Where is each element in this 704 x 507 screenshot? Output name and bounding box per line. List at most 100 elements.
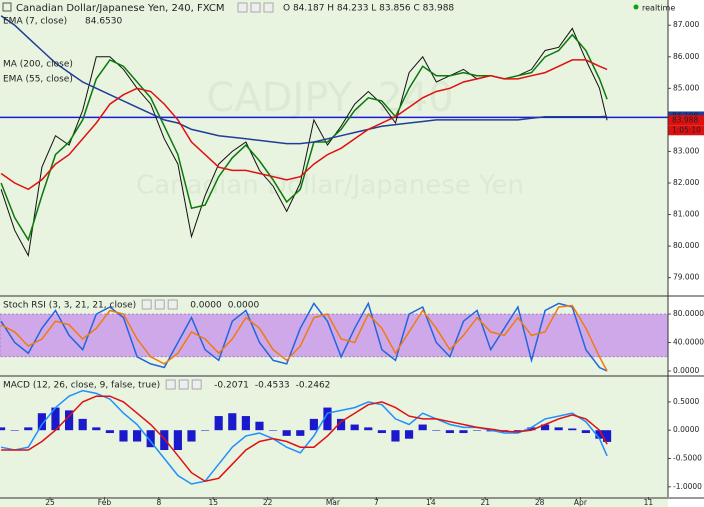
histogram-bar: [377, 430, 386, 434]
histogram-bar: [459, 430, 468, 434]
histogram-bar: [581, 430, 590, 434]
histogram-bar: [37, 413, 46, 431]
countdown: 1:05:10: [672, 125, 701, 134]
price-marker-label: 83.988: [672, 115, 698, 124]
histogram-bar: [105, 430, 114, 434]
ohlc: O 84.187 H 84.233 L 83.856 C 83.988: [283, 4, 454, 14]
histogram-bar: [540, 424, 550, 431]
price-marker: [668, 115, 704, 126]
histogram-bar: [350, 424, 359, 431]
y-tick-label: 79.000: [673, 273, 699, 282]
histogram-bar: [187, 430, 196, 442]
histogram-bar: [78, 418, 87, 431]
histogram-bar: [51, 407, 60, 431]
status: realtime: [642, 4, 675, 13]
histogram-bar: [404, 430, 414, 439]
x-tick-label: 22: [263, 498, 273, 507]
histogram-bar: [160, 430, 169, 451]
y-tick-label: 0.0000: [673, 366, 699, 375]
histogram-bar: [255, 421, 264, 431]
x-tick-label: Feb: [98, 498, 112, 507]
histogram-bar: [173, 430, 182, 451]
series-line: [0, 301, 608, 372]
histogram-bar: [228, 413, 237, 431]
histogram-bar: [445, 430, 454, 434]
legend-value: -0.2071: [214, 381, 249, 391]
histogram-bar: [24, 427, 33, 431]
icon[interactable]: [237, 2, 248, 13]
watermark-name: Canadian Dollar/Japanese Yen: [136, 171, 524, 201]
band: [0, 313, 669, 358]
y-tick-label: 86.000: [673, 52, 699, 61]
series-line: [0, 33, 608, 242]
y-tick-label: -1.0000: [673, 482, 702, 491]
histogram-bar: [133, 430, 142, 442]
icon[interactable]: [165, 379, 176, 390]
y-tick-label: 81.000: [673, 210, 699, 219]
legend-value: 0.0000: [228, 301, 260, 311]
histogram-bar: [336, 418, 346, 431]
histogram-bar: [472, 430, 482, 431]
icon[interactable]: [191, 379, 202, 390]
histogram-bar: [214, 416, 223, 431]
histogram-bar: [432, 430, 441, 431]
y-tick-label: 87.000: [673, 20, 699, 29]
legend-value: -0.2462: [296, 381, 331, 391]
legend-name: MA (200, close): [3, 60, 73, 70]
histogram-bar: [595, 430, 604, 439]
legend-value: 0.0000: [190, 301, 222, 311]
icon[interactable]: [178, 379, 189, 390]
y-tick-label: 85.000: [673, 83, 699, 92]
y-tick-label: 0.0000: [673, 425, 699, 434]
series-line: [0, 15, 608, 145]
x-tick-label: Apr: [574, 498, 588, 507]
histogram-bar: [10, 430, 19, 431]
histogram-bar: [418, 424, 427, 431]
histogram-bar: [309, 418, 318, 431]
histogram-bar: [241, 416, 250, 431]
x-tick-label: 8: [156, 498, 161, 507]
histogram-bar: [296, 430, 305, 436]
menu-icon[interactable]: [2, 2, 12, 12]
axis-background: [668, 0, 704, 507]
histogram-bar: [602, 430, 612, 442]
histogram-bar: [65, 410, 74, 431]
icon[interactable]: [250, 2, 261, 13]
x-tick-label: Mar: [326, 498, 341, 507]
series-line: [1, 395, 608, 482]
histogram-bar: [554, 427, 563, 431]
y-tick-label: -0.5000: [673, 454, 702, 463]
histogram-bar: [513, 430, 522, 432]
series-line: [0, 304, 608, 372]
indicator-title: MACD (12, 26, close, 9, false, true): [3, 381, 160, 391]
indicator-title: Stoch RSI (3, 3, 21, 21, close): [3, 301, 136, 311]
legend-name: EMA (7, close): [3, 17, 67, 27]
x-tick-label: 14: [426, 498, 436, 507]
histogram-bar: [323, 407, 332, 431]
y-tick-label: 80.000: [673, 241, 699, 250]
histogram-bar: [282, 430, 291, 436]
histogram-bar: [0, 427, 6, 431]
x-tick-label: 25: [45, 498, 55, 507]
histogram-bar: [268, 430, 278, 431]
x-tick-label: 7: [374, 498, 379, 507]
icon[interactable]: [167, 299, 178, 310]
icon[interactable]: [141, 299, 152, 310]
title: Canadian Dollar/Japanese Yen, 240, FXCM: [16, 3, 224, 14]
legend-name: EMA (55, close): [3, 75, 73, 85]
x-tick-label: 28: [535, 498, 545, 507]
watermark: CADJPY, 240: [206, 75, 453, 121]
y-tick-label: 83.000: [673, 146, 699, 155]
histogram-bar: [92, 427, 101, 431]
x-tick-label: 15: [208, 498, 218, 507]
x-tick-label: 11: [644, 498, 654, 507]
countdown-box: [668, 125, 704, 136]
icon[interactable]: [154, 299, 165, 310]
icon[interactable]: [263, 2, 274, 13]
histogram-bar: [146, 430, 155, 448]
histogram-bar: [119, 430, 128, 442]
y-tick-label: 82.000: [673, 178, 699, 187]
status-dot: [633, 4, 639, 10]
